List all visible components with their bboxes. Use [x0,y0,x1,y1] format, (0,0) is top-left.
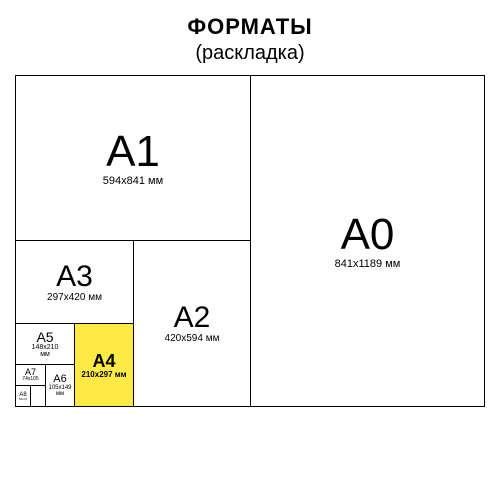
format-a4-dims: 210х297 мм [81,371,126,379]
title-line-2: (раскладка) [0,42,500,65]
format-a5-dims: 148х210 [32,344,59,351]
format-a6: А6 105х149 мм [45,364,75,407]
format-a1-dims: 594х841 мм [103,176,163,187]
title-block: ФОРМАТЫ (раскладка) [0,0,500,65]
format-a3-dims: 297х420 мм [47,293,102,303]
format-a4-highlighted: А4 210х297 мм [74,323,134,407]
title-line-1: ФОРМАТЫ [0,14,500,40]
format-a5-unit: мм [40,351,50,358]
format-remainder [30,385,46,407]
format-a1: А1 594х841 мм [15,75,251,241]
format-a7: А7 74х105 [15,364,46,386]
format-a0: А0 841х1189 мм [250,75,485,407]
format-a1-name: А1 [106,130,160,174]
format-a2: А2 420х594 мм [133,240,251,407]
format-a3: А3 297х420 мм [15,240,134,324]
format-a5: А5 148х210 мм [15,323,75,365]
format-a2-dims: 420х594 мм [165,334,220,344]
page: ФОРМАТЫ (раскладка) А0 841х1189 мм А1 59… [0,0,500,500]
format-a0-dims: 841х1189 мм [335,259,401,270]
format-a3-name: А3 [56,262,93,292]
format-a6-name: А6 [53,374,66,385]
format-a6-unit: мм [56,391,64,397]
format-a8: А8 52х74 [15,385,31,407]
format-a7-dims: 74х105 [22,377,38,382]
format-a2-name: А2 [174,303,211,333]
paper-formats-diagram: А0 841х1189 мм А1 594х841 мм А2 420х594 … [15,75,485,407]
format-a4-name: А4 [92,352,115,370]
format-a0-name: А0 [341,213,395,257]
format-a5-name: А5 [36,330,53,344]
format-a8-dims: 52х74 [19,398,27,401]
